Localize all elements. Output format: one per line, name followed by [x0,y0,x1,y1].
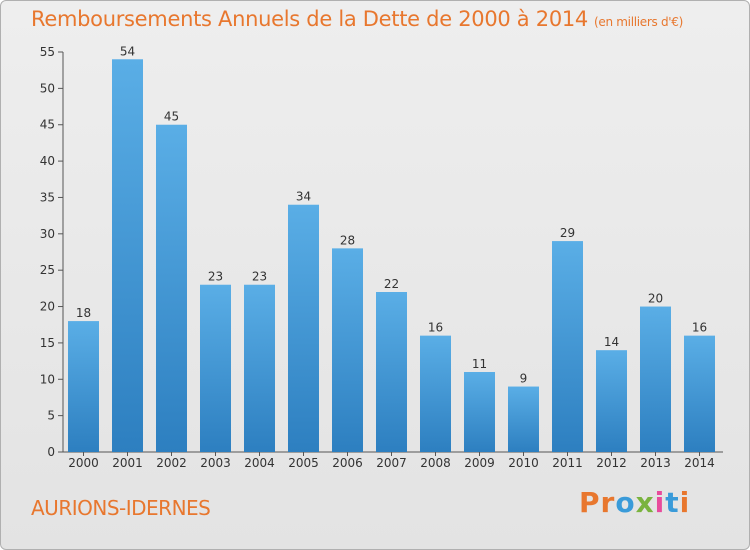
bar-value-label: 16 [692,321,707,335]
chart-title-text: Remboursements Annuels de la Dette de 20… [31,7,588,31]
y-tick-label: 45 [40,118,55,132]
bar-value-label: 29 [560,226,575,240]
commune-name: AURIONS-IDERNES [31,496,211,520]
bar [552,241,583,452]
logo-letter: P [579,486,601,519]
x-tick-label: 2006 [332,456,363,470]
x-tick-label: 2011 [552,456,583,470]
x-tick-label: 2014 [684,456,715,470]
bar [464,372,495,452]
x-tick-label: 2009 [464,456,495,470]
bar [376,292,407,452]
bar-value-label: 34 [296,190,311,204]
x-tick-label: 2005 [288,456,319,470]
bar [640,306,671,452]
logo-letter: x [635,486,655,519]
y-tick-label: 40 [40,154,55,168]
y-tick-label: 20 [40,300,55,314]
y-tick-label: 50 [40,81,55,95]
logo-letter: o [615,486,636,519]
bar [420,335,451,452]
logo-letter: i [654,486,666,519]
bar [508,386,539,452]
x-tick-label: 2004 [244,456,275,470]
x-tick-label: 2008 [420,456,451,470]
bar-value-label: 16 [428,321,443,335]
bar-value-label: 9 [520,372,528,386]
y-tick-label: 55 [40,45,55,59]
bar [112,59,143,452]
bar-value-label: 45 [164,110,179,124]
x-tick-label: 2012 [596,456,627,470]
y-tick-label: 25 [40,263,55,277]
y-tick-label: 10 [40,372,55,386]
plot-area: 0 5 10 15 20 25 30 35 40 45 50 55 18 2000 54 2001 45 2002… [40,44,723,470]
chart-title: Remboursements Annuels de la Dette de 20… [31,7,683,31]
chart-subtitle: (en milliers d'€) [594,15,684,29]
bar [156,124,187,453]
bar-value-label: 23 [252,270,267,284]
bar-value-label: 54 [120,44,135,58]
bar [684,335,715,452]
bar [288,204,319,452]
bar [332,248,363,452]
x-tick-label: 2001 [112,456,143,470]
x-tick-label: 2003 [200,456,231,470]
bar-value-label: 22 [384,277,399,291]
logo-letter: t [665,486,680,519]
logo-letter: r [600,486,616,519]
y-tick-label: 30 [40,227,55,241]
bar-value-label: 14 [604,335,619,349]
x-tick-label: 2000 [68,456,99,470]
x-tick-label: 2010 [508,456,539,470]
proxiti-logo: Proxiti [579,486,690,519]
logo-letter: i [679,486,691,519]
y-tick-label: 15 [40,336,55,350]
x-tick-label: 2013 [640,456,671,470]
bar [596,350,627,452]
x-tick-label: 2007 [376,456,407,470]
bar-value-label: 28 [340,233,355,247]
bar [200,284,231,452]
bar-value-label: 23 [208,270,223,284]
y-tick-label: 0 [47,445,55,459]
y-tick-label: 5 [47,409,55,423]
x-tick-label: 2002 [156,456,187,470]
bar [68,321,99,452]
bar-value-label: 18 [76,306,91,320]
bar-value-label: 20 [648,292,663,306]
bar [244,284,275,452]
bar-value-label: 11 [472,357,487,371]
y-tick-label: 35 [40,190,55,204]
